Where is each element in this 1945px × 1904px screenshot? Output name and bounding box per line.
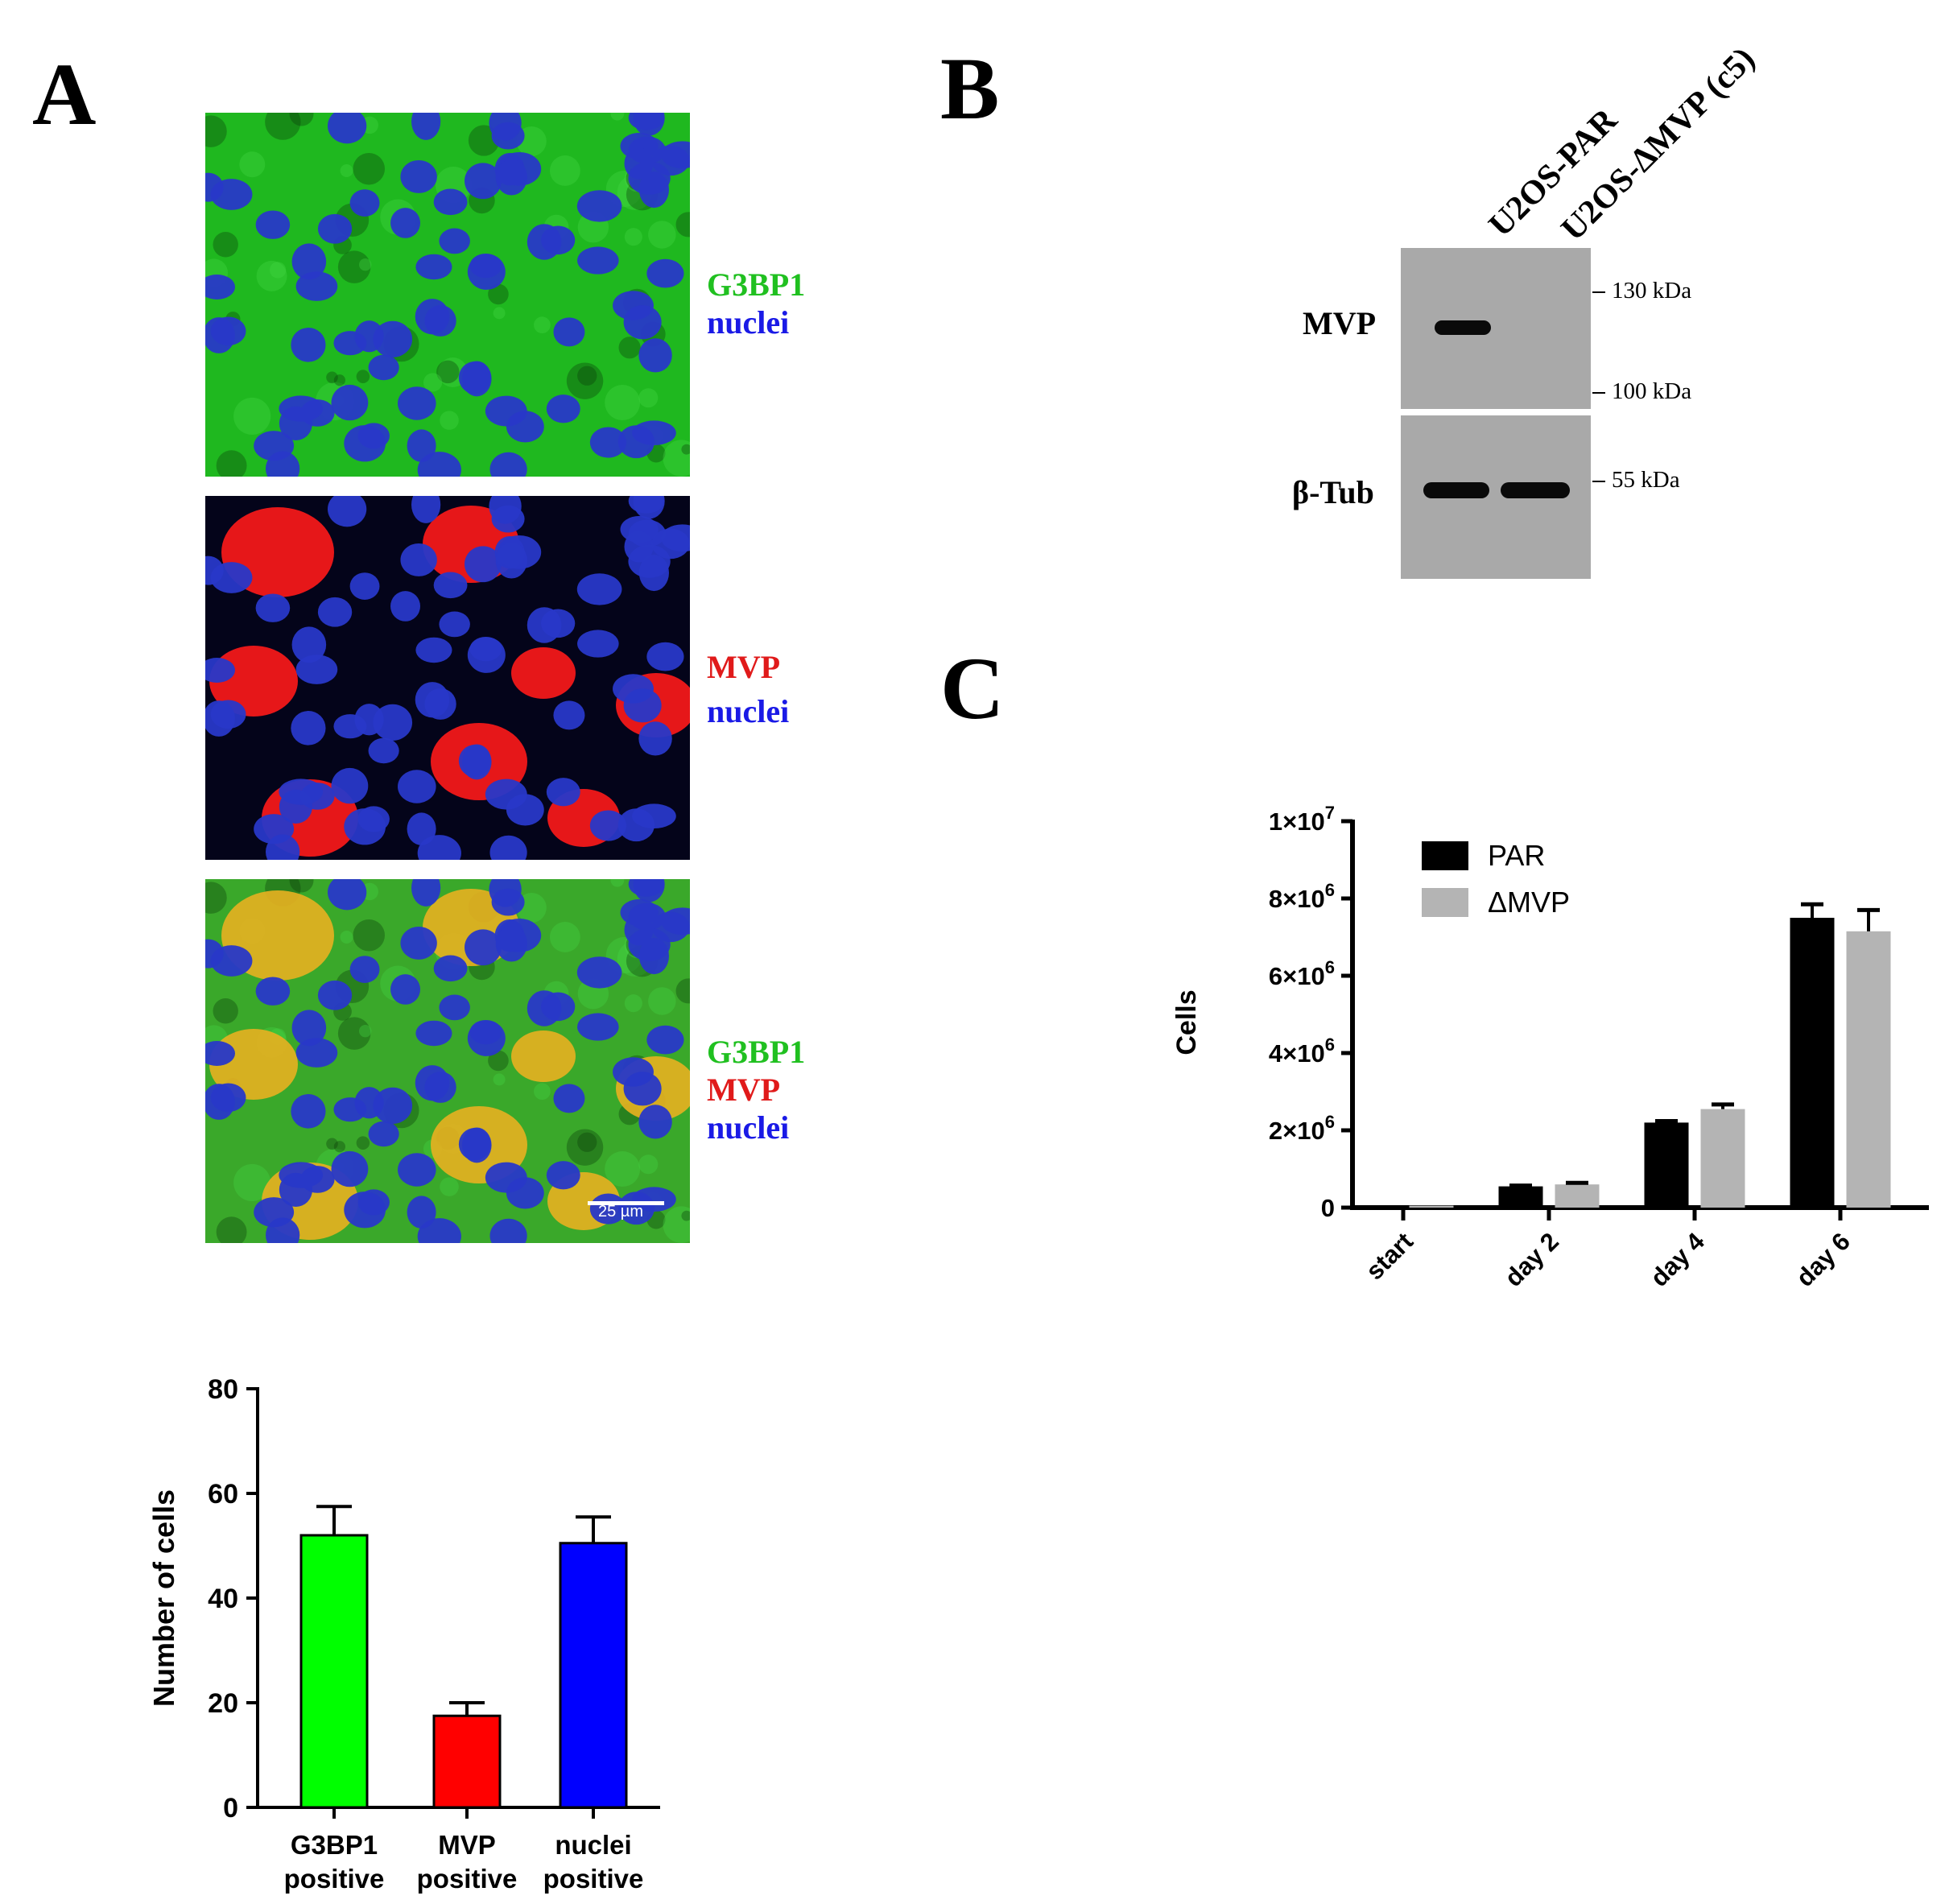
x-tick-label: nuclei [555, 1830, 631, 1860]
marker-tick [1592, 291, 1605, 293]
band-mvp-par [1435, 320, 1491, 335]
bar-dmvp [1555, 1184, 1600, 1208]
y-axis-label: Number of cells [147, 1489, 180, 1707]
y-tick-label: 4×106 [1269, 1035, 1335, 1068]
legend-label: PAR [1488, 839, 1545, 872]
legend-swatch [1422, 888, 1468, 917]
stain-label: nuclei [707, 693, 790, 729]
bar-g3bp1 [299, 1534, 369, 1809]
stain-labels-3: G3BP1 MVP nuclei [707, 1033, 805, 1146]
x-tick-label: day 6 [1790, 1227, 1856, 1292]
y-tick-label: 0 [1321, 1194, 1335, 1222]
x-tick-label: start [1361, 1227, 1418, 1285]
y-tick-label: 2×106 [1269, 1112, 1335, 1145]
y-tick-label: 1×107 [1269, 803, 1335, 836]
panel-a-letter: A [32, 45, 97, 143]
x-tick-label: positive [284, 1864, 385, 1894]
y-tick-label: 6×106 [1269, 957, 1335, 990]
bar-mvp [432, 1714, 502, 1809]
bar-dmvp [1700, 1109, 1745, 1208]
scale-bar-label: 25 µm [598, 1203, 643, 1220]
y-tick-label: 40 [208, 1584, 238, 1614]
x-tick-label: positive [543, 1864, 644, 1894]
stain-label: MVP [707, 1072, 781, 1108]
growth-bar-chart: 0 2×106 4×106 6×106 8×106 1×107 Cells start day … [1171, 803, 1929, 1292]
marker-130: 130 kDa [1612, 278, 1692, 304]
micrograph-mvp-nuclei [205, 496, 690, 860]
blot-mvp [1401, 248, 1591, 409]
x-tick-label: MVP [438, 1830, 496, 1860]
x-tick-label: day 4 [1645, 1227, 1710, 1292]
bar-par [1790, 918, 1835, 1208]
y-tick-label: 0 [223, 1793, 238, 1823]
micrograph-g3bp1-nuclei [205, 113, 690, 477]
panel-c-letter: C [940, 639, 1005, 737]
x-tick-label: positive [417, 1864, 518, 1894]
band-tub-par [1423, 482, 1489, 498]
stain-label: MVP [707, 649, 781, 685]
y-tick-label: 60 [208, 1479, 238, 1510]
marker-tick [1592, 481, 1605, 482]
band-tub-dmvp [1501, 482, 1570, 498]
bar-par [1352, 1205, 1398, 1208]
row-label-mvp: MVP [1303, 305, 1377, 341]
row-label-tub: β-Tub [1292, 474, 1374, 510]
stain-label: G3BP1 [707, 1034, 806, 1070]
bar-dmvp [1846, 931, 1891, 1208]
bar-nuclei [559, 1542, 628, 1809]
bar-par [1644, 1122, 1689, 1208]
stain-label: nuclei [707, 1109, 790, 1146]
legend-label: ΔMVP [1488, 886, 1570, 919]
marker-tick [1592, 392, 1605, 394]
stain-labels-1: G3BP1 nuclei [707, 266, 805, 341]
stain-label: nuclei [707, 304, 790, 341]
legend-swatch [1422, 841, 1468, 870]
y-tick-label: 8×106 [1269, 880, 1335, 913]
panel-b-letter: B [940, 39, 1000, 138]
micrograph-merge: 25 µm [205, 879, 690, 1243]
bar-dmvp [1409, 1205, 1454, 1208]
scale-bar [588, 1201, 664, 1205]
x-tick-label: day 2 [1499, 1227, 1564, 1292]
marker-55: 55 kDa [1612, 467, 1680, 493]
x-tick-label: G3BP1 [291, 1830, 378, 1860]
stain-label: G3BP1 [707, 266, 806, 303]
y-tick-label: 80 [208, 1374, 238, 1405]
cell-count-bar-chart: 0 20 40 60 80 Number of cells G3BP1 positive MVP… [147, 1374, 660, 1894]
blot-tubulin [1401, 415, 1591, 579]
marker-100: 100 kDa [1612, 378, 1692, 404]
y-tick-label: 20 [208, 1688, 238, 1719]
bar-par [1498, 1186, 1543, 1208]
y-axis-label: Cells [1171, 989, 1202, 1055]
stain-labels-2: MVP nuclei [707, 648, 789, 730]
